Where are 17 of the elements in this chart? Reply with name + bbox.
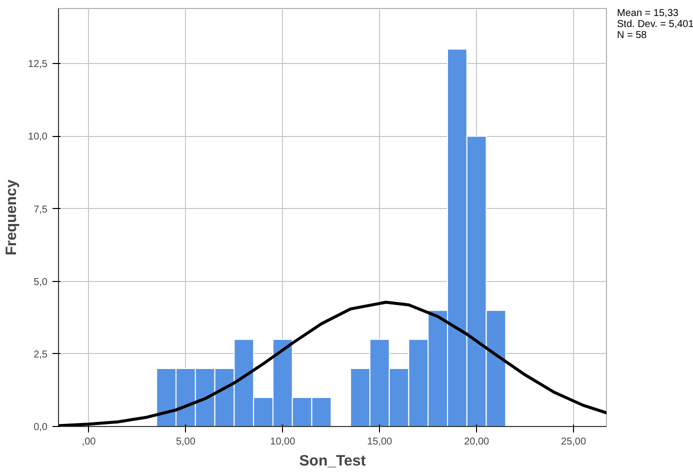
y-tick-label: 5,0 [34,276,48,288]
x-tick-label: 25,00 [561,436,586,448]
y-axis-title: Frequency [3,178,20,256]
x-tick-label: 20,00 [464,436,490,448]
text: Mean = 15,33 [617,8,680,19]
x-axis-title: Son_Test [299,452,366,470]
y-tick-label: 12,5 [28,59,48,70]
y-tick-label: 2,5 [34,349,48,360]
y-tick-label: 7,5 [34,204,48,216]
x-tick-label: 15,00 [367,436,393,448]
x-tick-label: 10,00 [270,436,296,448]
x-tick-label: ,00 [82,436,96,448]
y-tick-label: 0,0 [34,422,48,433]
text: N = 58 [617,30,648,41]
x-tick-label: 5,00 [176,436,196,448]
text: Std. Dev. = 5,401 [617,19,693,30]
y-tick-label: 10,0 [28,132,48,143]
